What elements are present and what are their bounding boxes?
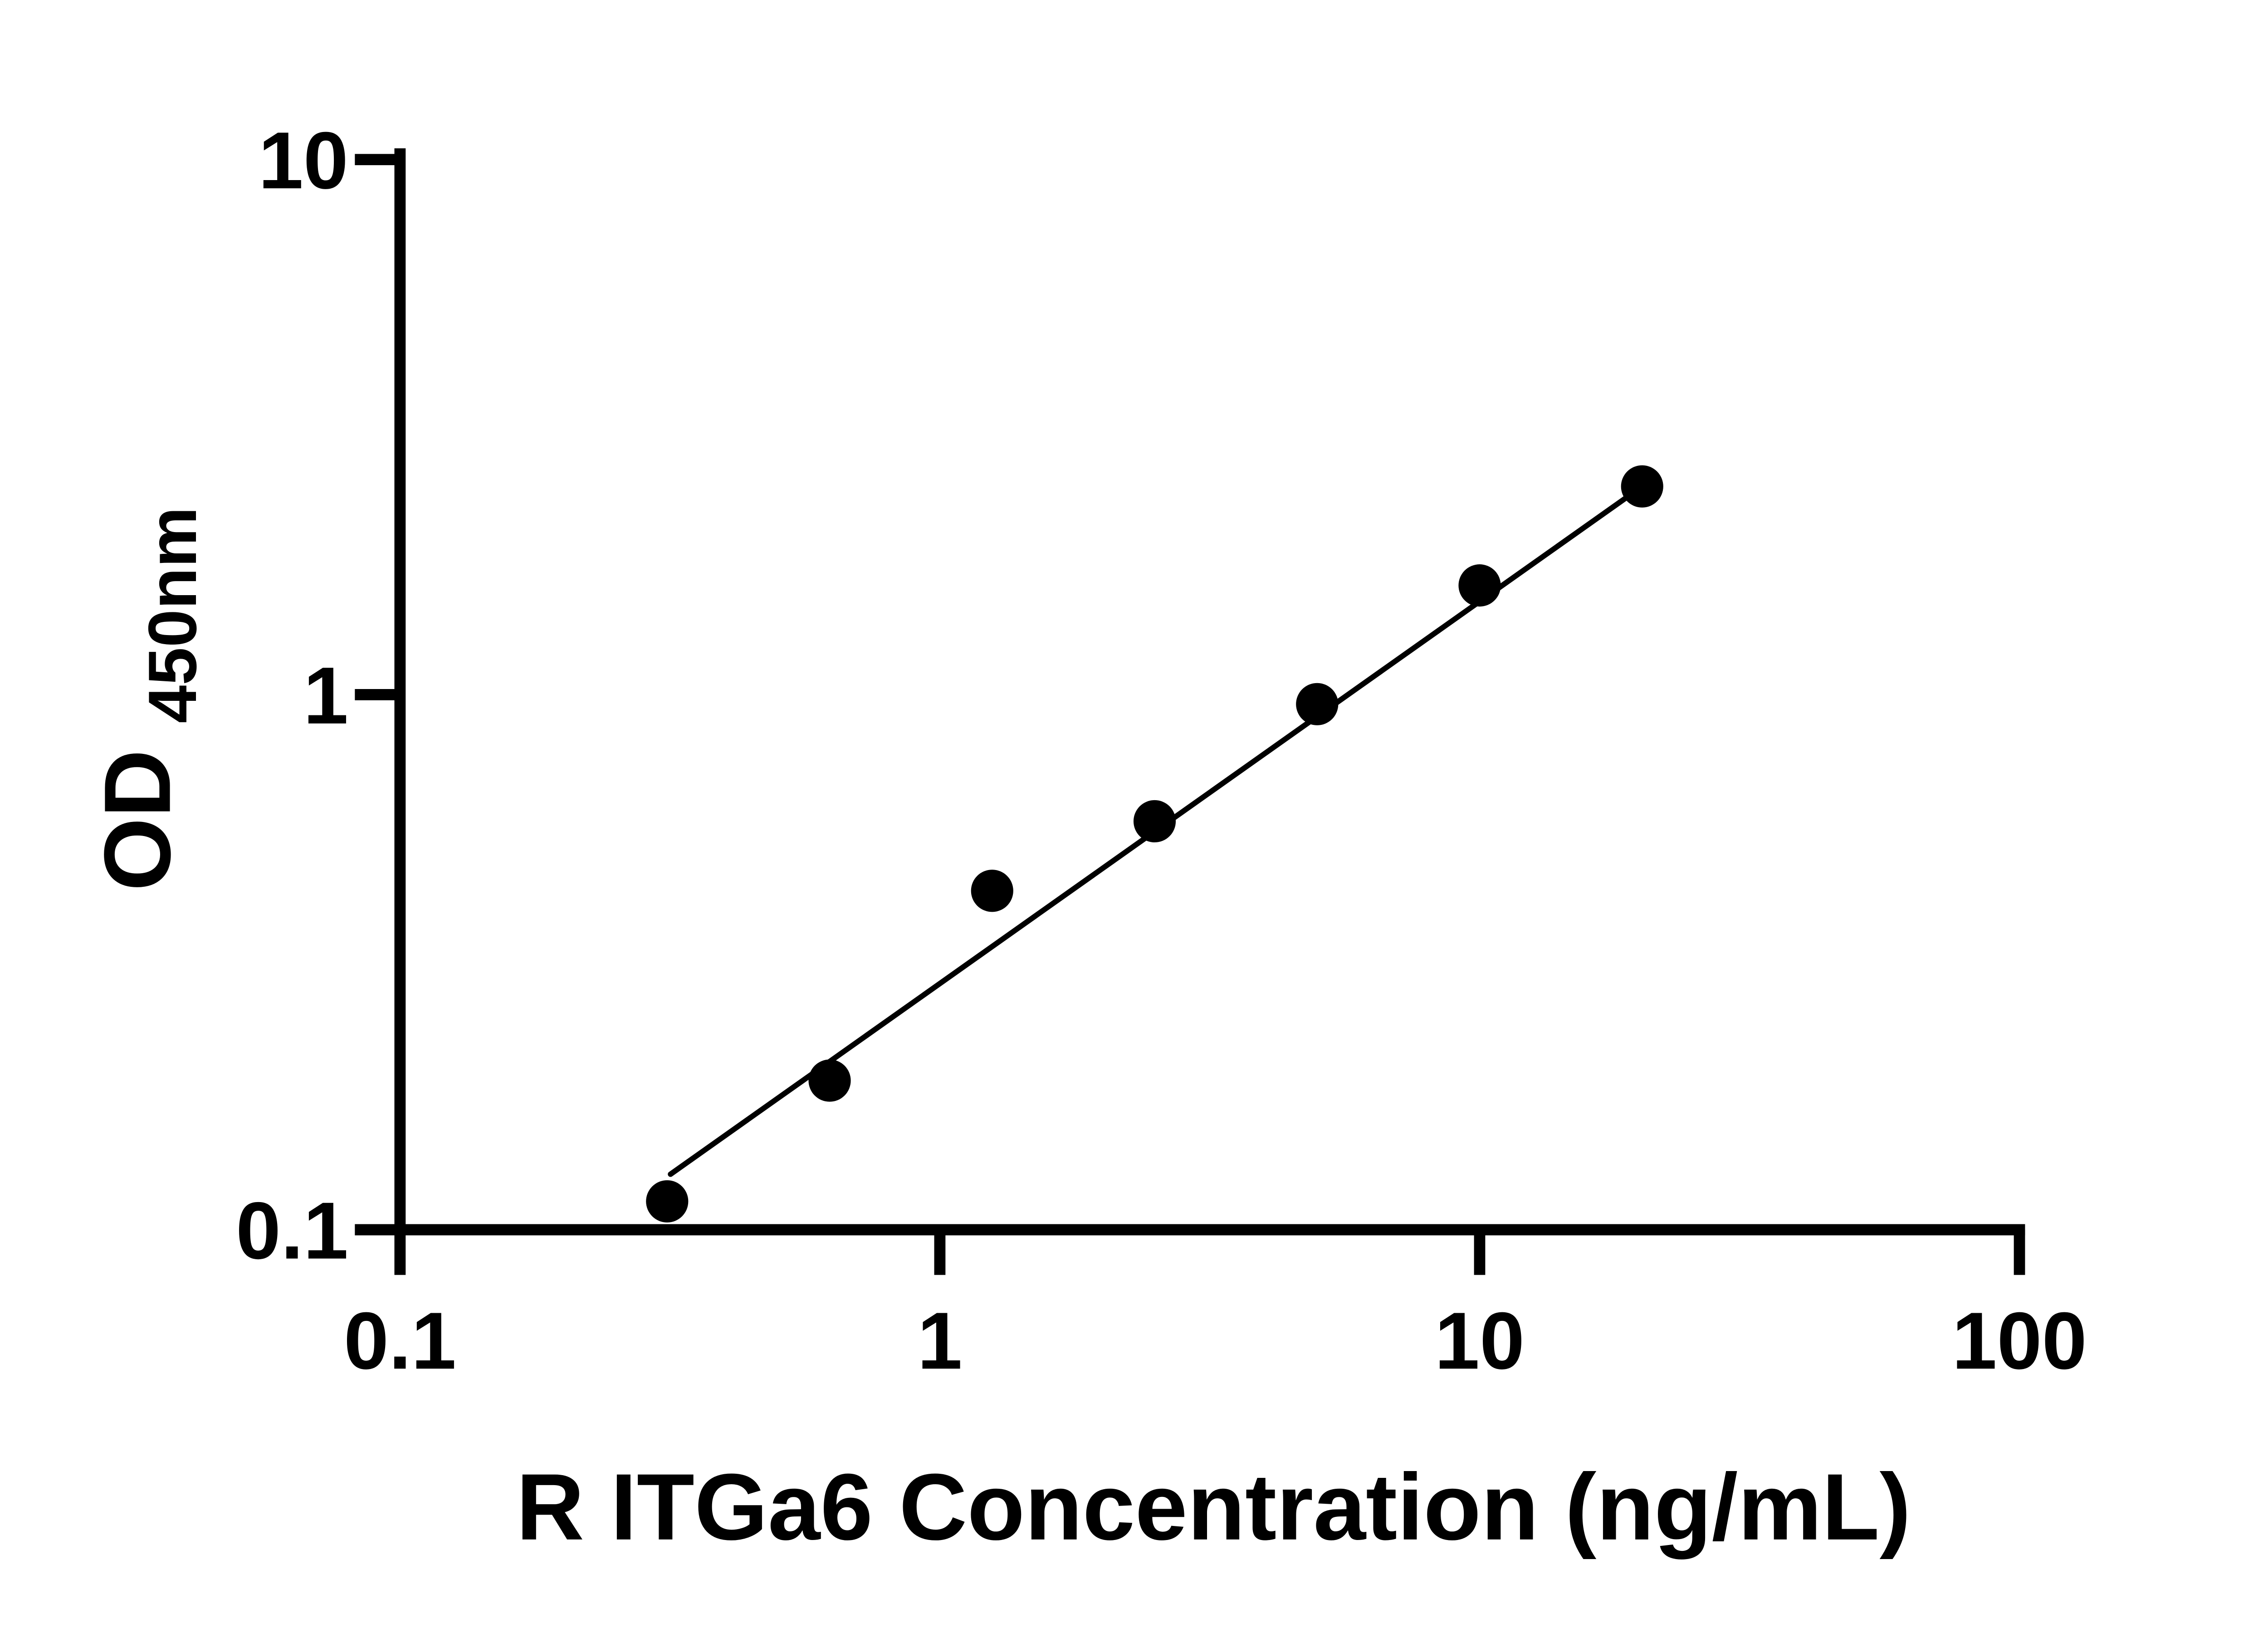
y-axis-title-subscript: 450nm <box>134 507 210 723</box>
x-tick-label: 10 <box>1435 1296 1525 1386</box>
data-point <box>1458 564 1501 607</box>
data-point <box>971 870 1013 912</box>
y-axis-title-main: OD <box>85 749 191 891</box>
data-point <box>646 1180 689 1223</box>
y-tick-label: 1 <box>303 650 348 741</box>
x-tick-label: 0.1 <box>344 1296 456 1386</box>
x-tick-label: 1 <box>917 1296 962 1386</box>
y-tick-label: 10 <box>259 115 348 205</box>
data-point <box>1621 465 1663 508</box>
plot-area: 0.1 1 10 0.1 1 10 100 <box>236 115 2087 1386</box>
data-point <box>1296 683 1339 725</box>
x-tick-label: 100 <box>1952 1296 2087 1386</box>
data-point <box>808 1059 851 1102</box>
data-point <box>1133 800 1176 843</box>
x-axis-title: R ITGa6 Concentration (ng/mL) <box>516 1455 1911 1560</box>
y-axis-title: OD 450nm <box>85 507 210 891</box>
y-tick-label: 0.1 <box>236 1185 348 1276</box>
